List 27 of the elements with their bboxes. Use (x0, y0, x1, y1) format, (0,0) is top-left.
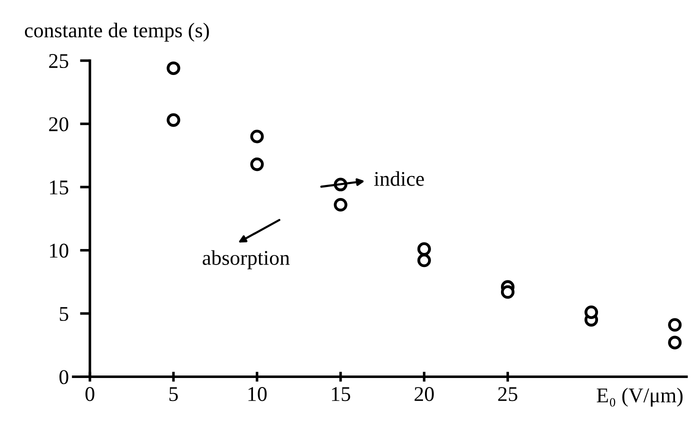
point (668, 318, 682, 332)
annotation: indice (374, 171, 424, 186)
point (334, 198, 348, 212)
point (668, 336, 682, 350)
y-tick-label: 20 (49, 117, 68, 132)
point (166, 61, 180, 75)
x-tick-label: 0 (85, 387, 94, 402)
point (250, 158, 264, 172)
point (500, 285, 514, 299)
point (417, 242, 431, 256)
y-tick-label: 25 (49, 54, 68, 68)
point (250, 130, 264, 144)
y-tick-label: 0 (59, 370, 68, 384)
y-tick-label: 10 (50, 244, 68, 258)
x-tick-label: 10 (248, 387, 267, 402)
annotation: absorption (202, 250, 290, 270)
y-axis-title: constante de temps (s) (24, 22, 209, 42)
x-tick-label: 20 (414, 387, 434, 402)
point (584, 305, 598, 319)
y-tick-label: 5 (60, 307, 68, 321)
point (417, 254, 431, 268)
y-tick-label: 15 (50, 180, 68, 194)
x-tick-label: 5 (169, 387, 178, 402)
x-axis-title: E₀ (V/μm) (596, 388, 683, 407)
x-tick-label: 15 (332, 387, 350, 402)
x-tick-label: 25 (498, 387, 518, 402)
point (166, 113, 180, 127)
